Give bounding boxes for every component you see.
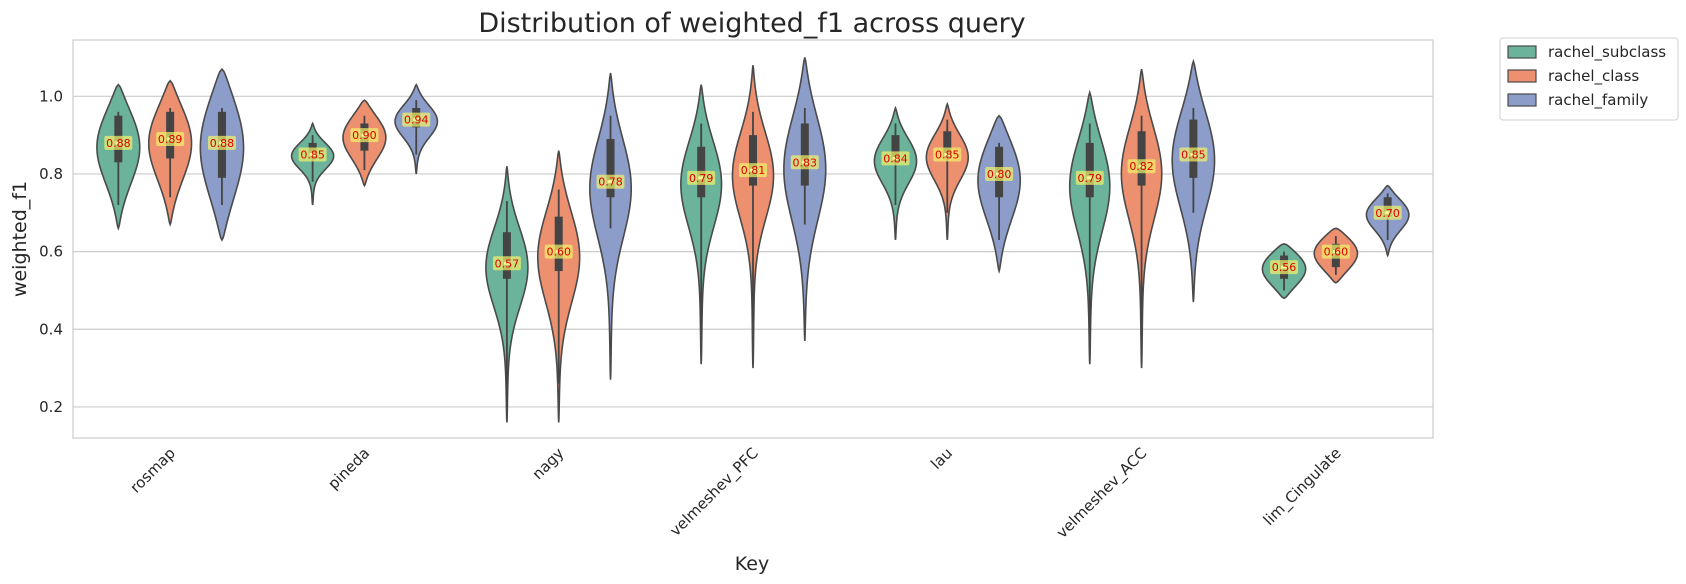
violin-rachel_family-velmeshev_ACC: 0.85 xyxy=(1171,58,1216,303)
y-tick-label: 0.6 xyxy=(39,243,63,261)
median-label: 0.56 xyxy=(1272,261,1297,274)
violin-rachel_class-lim_Cingulate: 0.60 xyxy=(1313,227,1359,284)
violin-rachel_subclass-lau: 0.84 xyxy=(873,105,918,241)
legend-entry: rachel_subclass xyxy=(1548,43,1666,62)
median-label-bg xyxy=(881,151,910,166)
violins: 0.88 0.85 0.57 0.79 0.84 0.79 0.56 0.89 0.90 0.60… xyxy=(96,57,1410,423)
median-label-bg xyxy=(596,174,625,189)
x-tick-label: rosmap xyxy=(127,444,179,496)
violin-rachel_subclass-lim_Cingulate: 0.56 xyxy=(1261,243,1307,300)
median-label: 0.80 xyxy=(987,168,1012,181)
median-label: 0.60 xyxy=(1324,246,1349,259)
y-axis-label: weighted_f1 xyxy=(9,181,31,297)
median-label: 0.89 xyxy=(158,133,183,146)
median-label-bg xyxy=(790,155,819,170)
median-label: 0.57 xyxy=(495,257,520,270)
median-label: 0.60 xyxy=(546,246,571,259)
median-label: 0.83 xyxy=(793,156,818,169)
violin-iqr-box xyxy=(1137,131,1146,186)
median-label-bg xyxy=(492,256,521,271)
violin-rachel_class-velmeshev_PFC: 0.81 xyxy=(731,65,775,369)
violin-iqr-box xyxy=(943,131,952,159)
median-label: 0.94 xyxy=(404,114,429,127)
violin-iqr-box xyxy=(749,135,757,186)
violin-rachel_class-pineda: 0.90 xyxy=(342,99,387,188)
median-label: 0.79 xyxy=(1078,172,1103,185)
violin-rachel_class-rosmap: 0.89 xyxy=(147,79,193,227)
x-tick-label: pineda xyxy=(324,444,373,493)
y-tick-label: 1.0 xyxy=(39,87,63,105)
median-label-bg xyxy=(156,132,185,147)
violin-rachel_class-lau: 0.85 xyxy=(925,101,970,241)
median-label-bg xyxy=(298,147,327,162)
x-tick-label: lau xyxy=(927,444,956,473)
x-tick-label: nagy xyxy=(529,444,568,483)
violin-rachel_family-pineda: 0.94 xyxy=(394,83,439,175)
median-label-bg xyxy=(985,166,1014,181)
violin-rachel_family-lau: 0.80 xyxy=(977,114,1022,274)
x-tick-label: lim_Cingulate xyxy=(1260,444,1346,530)
y-tick-label: 0.2 xyxy=(39,398,63,416)
violin-rachel_family-nagy: 0.78 xyxy=(589,72,633,380)
median-label: 0.85 xyxy=(300,149,325,162)
median-label: 0.84 xyxy=(883,152,908,165)
median-label-bg xyxy=(739,163,767,178)
y-tick-label: 0.4 xyxy=(39,320,63,338)
violin-iqr-box xyxy=(554,216,563,272)
median-label: 0.79 xyxy=(689,172,714,185)
y-tick-label: 0.8 xyxy=(39,165,63,183)
legend: rachel_subclass rachel_class rachel_family xyxy=(1499,37,1679,121)
violin-rachel_subclass-nagy: 0.57 xyxy=(485,166,529,423)
median-label-bg xyxy=(1270,260,1299,275)
median-label: 0.90 xyxy=(352,129,377,142)
median-label: 0.81 xyxy=(741,164,766,177)
median-label-bg xyxy=(104,135,133,150)
median-label-bg xyxy=(687,170,716,185)
violin-rachel_family-lim_Cingulate: 0.70 xyxy=(1365,184,1410,258)
legend-swatch xyxy=(1507,93,1537,107)
legend-swatch xyxy=(1507,45,1537,59)
violin-rachel_subclass-rosmap: 0.88 xyxy=(96,83,141,231)
x-axis-label: Key xyxy=(735,553,769,575)
violin-rachel_class-velmeshev_ACC: 0.82 xyxy=(1120,68,1163,369)
median-label: 0.70 xyxy=(1375,207,1400,220)
violin-rachel_family-velmeshev_PFC: 0.83 xyxy=(783,57,827,341)
median-label-bg xyxy=(1373,205,1402,220)
violin-iqr-box xyxy=(502,232,511,279)
median-label-bg xyxy=(1075,170,1104,185)
median-label-bg xyxy=(1127,159,1156,174)
median-label-bg xyxy=(1321,244,1350,259)
median-label-bg xyxy=(1179,147,1208,162)
x-tick-label: velmeshev_ACC xyxy=(1053,444,1151,542)
median-label: 0.85 xyxy=(935,149,960,162)
violin-iqr-box xyxy=(1085,142,1094,198)
violin-rachel_family-rosmap: 0.88 xyxy=(199,67,245,242)
legend-entry: rachel_class xyxy=(1548,67,1639,86)
violin-rachel_subclass-velmeshev_ACC: 0.79 xyxy=(1068,89,1111,365)
median-label-bg xyxy=(207,135,236,150)
legend-swatch xyxy=(1507,69,1537,83)
median-label: 0.82 xyxy=(1129,160,1154,173)
violin-rachel_subclass-pineda: 0.85 xyxy=(290,121,335,206)
chart-title: Distribution of weighted_f1 across query xyxy=(478,8,1025,39)
median-label: 0.88 xyxy=(210,137,235,150)
median-label-bg xyxy=(402,112,431,127)
legend-frame xyxy=(1499,37,1679,121)
median-label-bg xyxy=(544,244,573,259)
violin-iqr-box xyxy=(606,139,615,198)
violin-iqr-box xyxy=(800,123,809,186)
median-label-bg xyxy=(350,128,379,143)
y-tick-labels: 0.2 0.4 0.6 0.8 1.0 xyxy=(39,87,63,416)
violin-iqr-box xyxy=(891,135,900,163)
x-tick-label: velmeshev_PFC xyxy=(666,444,762,540)
median-label: 0.88 xyxy=(106,137,131,150)
legend-entry: rachel_family xyxy=(1548,91,1648,110)
x-tick-labels: rosmap pineda nagy velmeshev_PFC lau velmeshe… xyxy=(127,444,1346,542)
median-label: 0.85 xyxy=(1181,149,1206,162)
violin-rachel_class-nagy: 0.60 xyxy=(536,150,581,423)
violin-rachel_subclass-velmeshev_PFC: 0.79 xyxy=(680,84,723,365)
median-label-bg xyxy=(933,147,962,162)
median-label: 0.78 xyxy=(598,176,623,189)
